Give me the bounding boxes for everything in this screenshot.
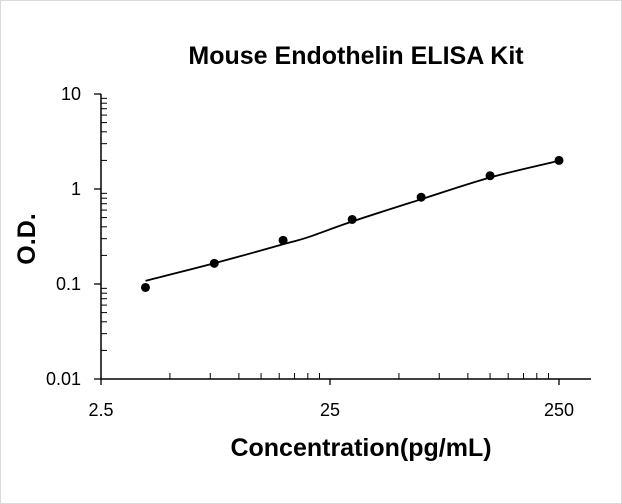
chart-title: Mouse Endothelin ELISA Kit [188, 42, 524, 70]
x-tick-label: 25 [320, 400, 340, 420]
x-tick-label: 250 [544, 400, 574, 420]
y-tick-label: 1 [71, 179, 81, 199]
data-point [347, 214, 357, 224]
tick-marks [94, 93, 560, 385]
y-tick-label: 10 [61, 84, 81, 104]
y-axis-label: O.D. [13, 213, 41, 264]
data-point [416, 192, 426, 202]
data-point [140, 282, 150, 292]
data-points-layer [140, 155, 564, 292]
data-point [209, 258, 219, 268]
data-point [278, 235, 288, 245]
tick-labels: 0.01 0.1 1 10 2.5 25 250 [46, 84, 574, 420]
data-point [485, 171, 495, 181]
y-tick-label: 0.01 [46, 369, 81, 389]
data-point [554, 155, 564, 165]
x-axis-label: Concentration(pg/mL) [230, 434, 491, 462]
x-tick-label: 2.5 [88, 400, 113, 420]
y-tick-label: 0.1 [56, 274, 81, 294]
axes [100, 94, 591, 380]
